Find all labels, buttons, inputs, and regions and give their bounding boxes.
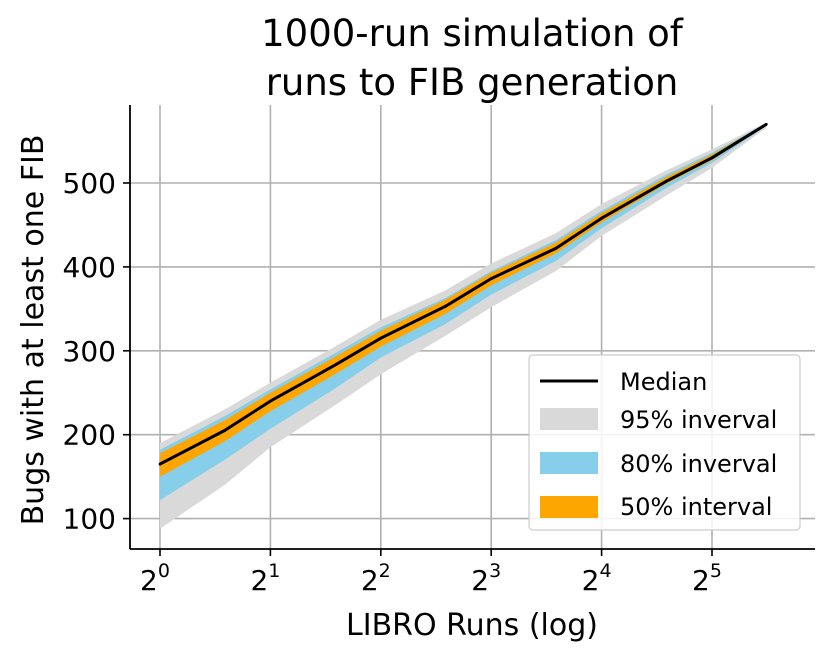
y-tick-label: 500 bbox=[63, 167, 116, 200]
x-tick-label: 24 bbox=[582, 560, 612, 597]
median-point bbox=[710, 156, 714, 160]
legend-label-95: 95% inverval bbox=[620, 406, 777, 434]
band-95-inverval bbox=[160, 122, 767, 529]
median-line-group bbox=[158, 122, 768, 466]
median-line bbox=[159, 123, 768, 466]
legend-label-median: Median bbox=[620, 368, 707, 396]
legend-swatch-50 bbox=[540, 496, 598, 518]
median-point bbox=[664, 179, 668, 183]
x-tick-label: 21 bbox=[250, 560, 280, 597]
median-point bbox=[600, 216, 603, 220]
median-point bbox=[269, 399, 272, 403]
y-tick-label: 200 bbox=[63, 419, 116, 452]
median-point bbox=[223, 429, 227, 432]
x-axis-label: LIBRO Runs (log) bbox=[346, 608, 598, 643]
axes bbox=[123, 105, 815, 556]
legend-label-50: 50% interval bbox=[620, 493, 772, 521]
band-80-inverval bbox=[160, 123, 767, 501]
y-tick-label: 300 bbox=[63, 335, 116, 368]
grid bbox=[130, 105, 815, 549]
x-tick-label: 25 bbox=[692, 560, 722, 597]
chart-title-line-1: 1000-run simulation of bbox=[261, 12, 684, 55]
y-tick-label: 100 bbox=[63, 503, 116, 536]
tick-labels: 100 200 300 400 500 20 21 22 23 24 25 bbox=[63, 167, 722, 597]
legend: Median 95% inverval 80% inverval 50% int… bbox=[528, 354, 801, 531]
x-tick-label: 22 bbox=[361, 560, 391, 597]
median-point bbox=[489, 277, 493, 280]
median-point bbox=[764, 122, 768, 126]
x-tick-label: 20 bbox=[140, 560, 170, 597]
legend-label-80: 80% inverval bbox=[620, 450, 777, 478]
legend-box bbox=[528, 354, 801, 531]
y-tick-label: 400 bbox=[63, 251, 116, 284]
legend-swatch-95 bbox=[540, 408, 598, 430]
median-point bbox=[333, 363, 337, 367]
median-point bbox=[379, 336, 383, 340]
legend-swatch-80 bbox=[540, 452, 598, 474]
chart-title-line-2: runs to FIB generation bbox=[266, 61, 679, 104]
median-point bbox=[554, 247, 558, 250]
median-point bbox=[158, 462, 162, 466]
x-tick-label: 23 bbox=[471, 560, 501, 597]
median-point bbox=[444, 304, 447, 308]
y-axis-label: Bugs with at least one FIB bbox=[16, 135, 51, 526]
